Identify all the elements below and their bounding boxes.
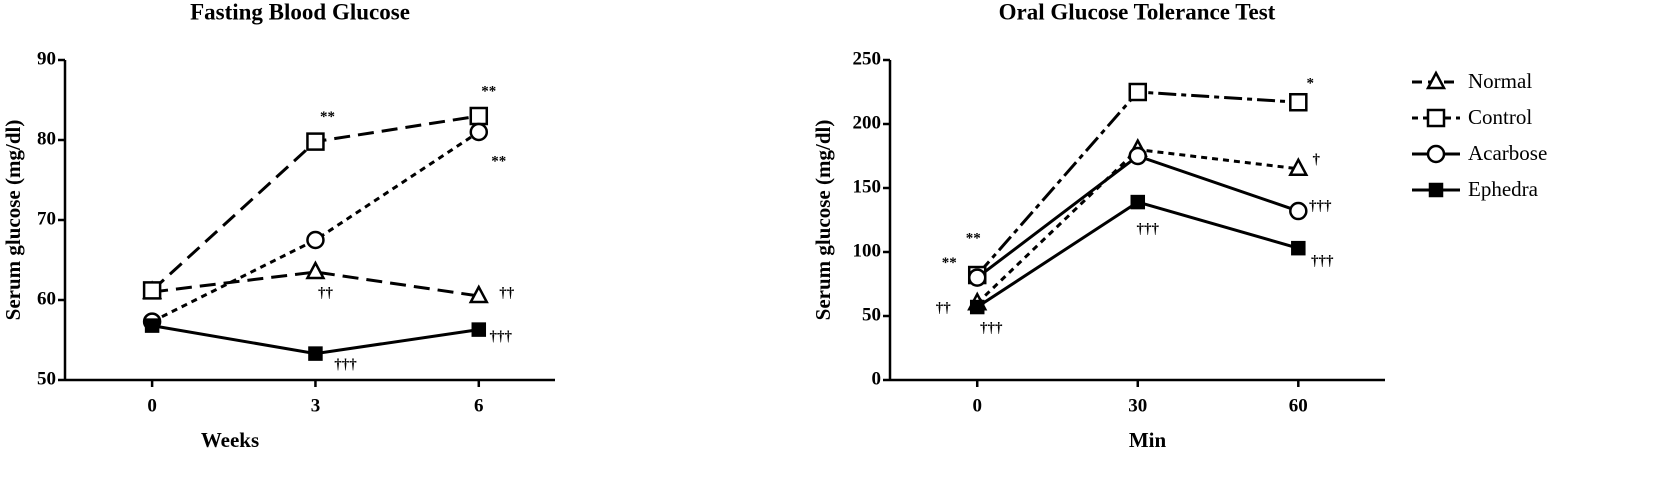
marker-circle — [469, 122, 489, 142]
significance-label: ††† — [334, 357, 357, 373]
marker-square — [1426, 108, 1446, 128]
significance-label: * — [1307, 76, 1315, 92]
series-line — [976, 154, 1299, 279]
marker-triangle — [1425, 70, 1447, 90]
x-tick-label: 0 — [972, 395, 982, 416]
marker-square — [469, 106, 489, 126]
significance-label: ††† — [1309, 198, 1332, 214]
y-tick-label: 100 — [853, 240, 882, 261]
marker-square — [1128, 82, 1148, 102]
x-tick-label: 30 — [1128, 395, 1147, 416]
x-tick-label: 3 — [311, 395, 321, 416]
legend-label: Normal — [1468, 69, 1532, 93]
chart-title: Fasting Blood Glucose — [190, 0, 410, 24]
marker-filled-square — [1291, 240, 1306, 256]
x-axis-label: Weeks — [201, 428, 259, 452]
legend-label: Control — [1468, 105, 1532, 129]
series-line — [151, 270, 479, 298]
marker-circle — [306, 230, 325, 250]
y-tick-label: 250 — [853, 48, 882, 69]
y-tick-label: 60 — [37, 288, 56, 309]
series-line — [151, 130, 480, 323]
marker-filled-square — [308, 346, 323, 361]
marker-square — [306, 132, 325, 151]
marker-circle — [1426, 144, 1446, 164]
marker-circle — [967, 268, 987, 287]
series-line — [976, 90, 1299, 277]
significance-label: ** — [942, 255, 957, 271]
y-tick-label: 80 — [37, 128, 56, 149]
x-tick-label: 6 — [474, 395, 484, 416]
significance-label: ††† — [980, 320, 1003, 336]
chart-title: Oral Glucose Tolerance Test — [999, 0, 1276, 24]
marker-triangle — [1288, 157, 1309, 177]
significance-label: †† — [936, 301, 952, 317]
significance-label: ††† — [1311, 254, 1334, 270]
marker-filled-square — [1428, 182, 1444, 198]
significance-label: ** — [320, 109, 335, 125]
significance-label: ** — [481, 83, 496, 99]
y-tick-label: 50 — [862, 304, 881, 325]
y-tick-label: 150 — [853, 176, 882, 197]
y-axis-label: Serum glucose (mg/dl) — [811, 120, 835, 321]
significance-label: ** — [491, 153, 506, 169]
legend-label: Ephedra — [1468, 177, 1539, 201]
y-tick-label: 70 — [37, 208, 56, 229]
marker-filled-square — [471, 322, 487, 337]
significance-label: ††† — [1137, 222, 1160, 238]
marker-circle — [1289, 201, 1308, 221]
significance-label: †† — [318, 285, 334, 301]
x-axis-label: Min — [1129, 428, 1167, 452]
y-tick-label: 0 — [872, 368, 882, 389]
marker-square — [1289, 92, 1308, 112]
marker-triangle — [468, 284, 489, 304]
x-tick-label: 60 — [1289, 395, 1308, 416]
significance-label: ** — [966, 230, 981, 246]
marker-square — [142, 281, 162, 300]
marker-triangle — [305, 260, 326, 280]
marker-filled-square — [969, 299, 985, 315]
legend-label: Acarbose — [1468, 141, 1547, 165]
y-tick-label: 200 — [853, 112, 882, 133]
marker-filled-square — [144, 318, 160, 333]
y-tick-label: 50 — [37, 368, 56, 389]
series-line — [976, 200, 1299, 309]
marker-circle — [1128, 146, 1148, 166]
significance-label: † — [1313, 152, 1321, 168]
y-axis-label: Serum glucose (mg/dl) — [1, 120, 25, 321]
significance-label: ††† — [490, 329, 513, 345]
significance-label: †† — [499, 285, 515, 301]
x-tick-label: 0 — [147, 395, 157, 416]
marker-filled-square — [1130, 194, 1146, 210]
y-tick-label: 90 — [37, 48, 56, 69]
